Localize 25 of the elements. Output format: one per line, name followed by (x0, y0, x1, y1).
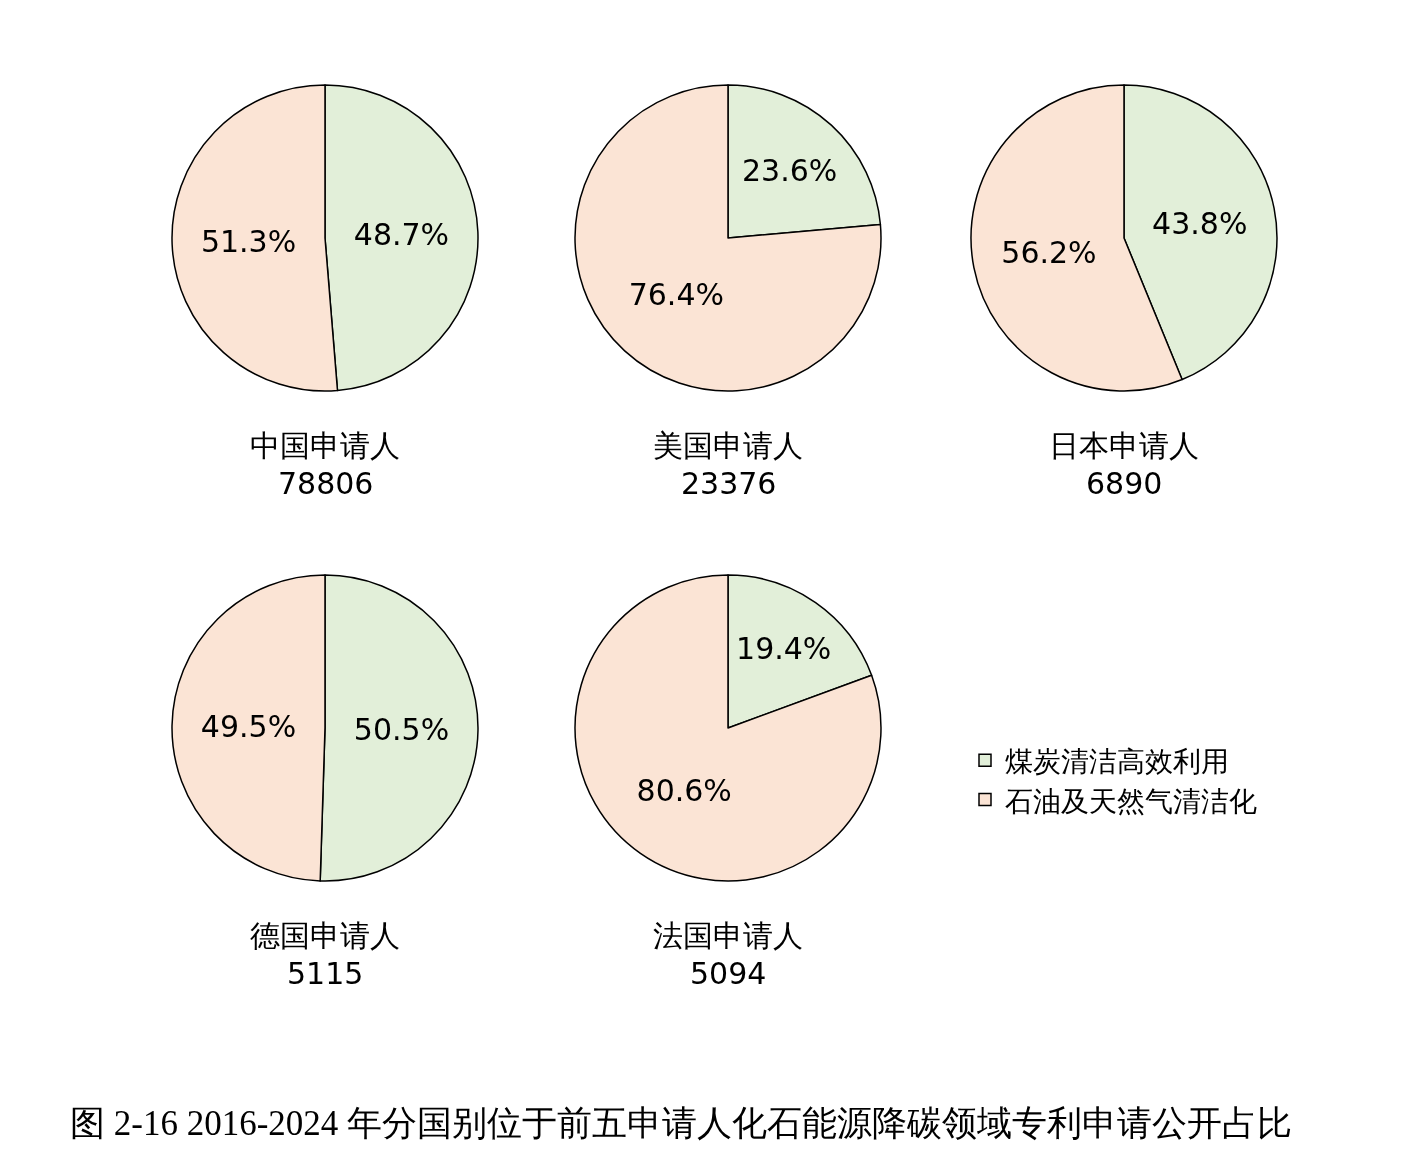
data-label: 56.2% (1001, 235, 1097, 271)
text: 5115 (287, 956, 364, 991)
text: 5094 (690, 956, 767, 991)
data-label: 80.6% (636, 773, 732, 809)
pie-slice (574, 574, 882, 882)
pie-slice (574, 84, 882, 392)
data-label: 50.5% (353, 711, 450, 747)
data-label: 76.4% (628, 276, 724, 312)
caption: 图 2-16 2016-2024 年分国别位于前五申请人化石能源降碳领域专利申请公开占比 (70, 1103, 1293, 1145)
data-label: 48.7% (353, 217, 450, 253)
legend-label: 石油及天然气清洁化 (1005, 784, 1257, 818)
legend-label: 煤炭清洁高效利用 (1005, 745, 1229, 779)
text: 78806 (278, 466, 374, 501)
data-label: 43.8% (1152, 205, 1248, 241)
text: 6890 (1086, 466, 1163, 501)
text: 23376 (681, 466, 777, 501)
text: 美国申请人 (653, 428, 803, 463)
data-label: 23.6% (742, 153, 838, 189)
text: 中国申请人 (250, 428, 400, 463)
data-label: 19.4% (736, 630, 832, 666)
text: 日本申请人 (1049, 428, 1199, 463)
text: 法国申请人 (653, 918, 803, 953)
text: 德国申请人 (250, 918, 400, 953)
data-label: 51.3% (200, 223, 297, 259)
data-label: 49.5% (200, 709, 297, 745)
